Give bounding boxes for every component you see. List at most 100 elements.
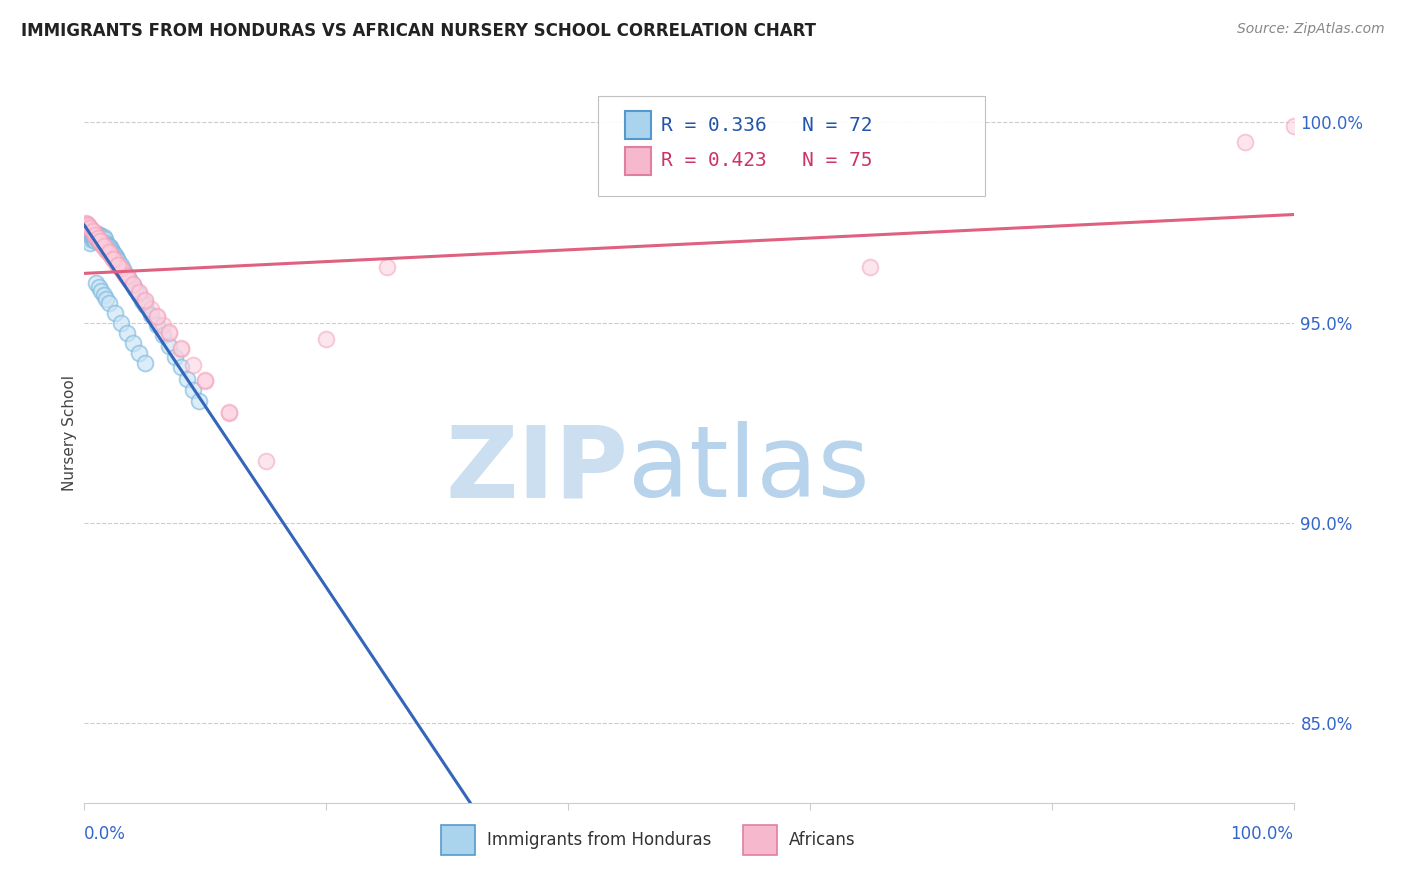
Point bbox=[121, 335, 143, 350]
Text: R = 0.423   N = 75: R = 0.423 N = 75 bbox=[661, 152, 873, 170]
Text: atlas: atlas bbox=[628, 421, 870, 518]
Point bbox=[98, 240, 121, 254]
Point bbox=[76, 217, 98, 231]
Point bbox=[89, 228, 111, 243]
Point bbox=[77, 218, 100, 232]
Point bbox=[97, 245, 120, 260]
Point bbox=[104, 305, 127, 319]
Point bbox=[100, 242, 122, 256]
Point bbox=[79, 235, 101, 250]
Point bbox=[117, 271, 139, 285]
Point bbox=[84, 234, 107, 248]
Point bbox=[128, 287, 150, 301]
Point bbox=[114, 266, 136, 280]
Point bbox=[103, 245, 125, 260]
Point bbox=[94, 232, 117, 246]
Point bbox=[104, 253, 127, 268]
Point bbox=[75, 216, 97, 230]
Point bbox=[83, 231, 105, 245]
Point bbox=[859, 260, 882, 274]
Point bbox=[315, 332, 337, 346]
Point bbox=[87, 233, 110, 247]
Point bbox=[94, 242, 117, 256]
Text: 0.0%: 0.0% bbox=[84, 825, 127, 843]
Point bbox=[110, 262, 132, 277]
Point bbox=[121, 277, 143, 292]
Point bbox=[94, 241, 117, 255]
Bar bbox=[744, 825, 778, 855]
Point bbox=[77, 229, 100, 244]
FancyBboxPatch shape bbox=[599, 95, 986, 195]
Point bbox=[80, 223, 103, 237]
Point bbox=[94, 235, 117, 250]
Point bbox=[76, 227, 98, 242]
Point bbox=[86, 230, 108, 244]
Point bbox=[82, 225, 104, 239]
Point bbox=[121, 277, 143, 292]
Point bbox=[104, 255, 127, 269]
Point bbox=[77, 220, 100, 235]
Point bbox=[86, 231, 108, 245]
Point bbox=[97, 295, 120, 310]
Point bbox=[94, 292, 117, 306]
Point bbox=[139, 301, 162, 316]
Point bbox=[218, 406, 240, 420]
Y-axis label: Nursery School: Nursery School bbox=[62, 375, 77, 491]
Point bbox=[176, 371, 198, 385]
Point bbox=[181, 358, 204, 372]
Point bbox=[87, 279, 110, 293]
Point bbox=[86, 231, 108, 245]
Point bbox=[124, 281, 146, 295]
Point bbox=[93, 229, 115, 244]
Point bbox=[87, 227, 110, 242]
Point bbox=[1282, 120, 1305, 134]
Point bbox=[86, 229, 108, 244]
Point bbox=[115, 269, 138, 284]
Point bbox=[194, 374, 217, 388]
Point bbox=[79, 223, 101, 237]
Point bbox=[79, 221, 101, 235]
Point bbox=[96, 237, 118, 252]
Point bbox=[77, 219, 100, 234]
Point bbox=[121, 277, 143, 292]
Point bbox=[114, 268, 136, 283]
Point bbox=[115, 326, 138, 340]
Bar bbox=[624, 147, 651, 175]
Point bbox=[139, 308, 162, 322]
Point bbox=[170, 342, 193, 356]
Point bbox=[110, 258, 132, 272]
Point bbox=[128, 285, 150, 300]
Text: 100.0%: 100.0% bbox=[1230, 825, 1294, 843]
Point bbox=[170, 341, 193, 355]
Point bbox=[96, 244, 118, 259]
Point bbox=[107, 259, 129, 273]
Point bbox=[79, 221, 101, 235]
Point bbox=[86, 276, 108, 290]
Point bbox=[117, 269, 139, 284]
Point bbox=[128, 345, 150, 359]
Point bbox=[134, 293, 156, 307]
Bar bbox=[624, 112, 651, 139]
Text: IMMIGRANTS FROM HONDURAS VS AFRICAN NURSERY SCHOOL CORRELATION CHART: IMMIGRANTS FROM HONDURAS VS AFRICAN NURS… bbox=[21, 22, 815, 40]
Point bbox=[103, 252, 125, 266]
Point bbox=[134, 297, 156, 311]
Point bbox=[120, 274, 142, 288]
Point bbox=[104, 247, 127, 261]
Point bbox=[97, 246, 120, 260]
Point bbox=[91, 231, 114, 245]
Point bbox=[128, 285, 150, 300]
Text: ZIP: ZIP bbox=[446, 421, 628, 518]
Point bbox=[76, 218, 98, 232]
Point bbox=[87, 235, 110, 249]
Text: Africans: Africans bbox=[789, 830, 856, 849]
Point bbox=[97, 238, 120, 252]
Point bbox=[181, 383, 204, 397]
Point bbox=[146, 310, 169, 324]
Point bbox=[157, 325, 180, 339]
Point bbox=[157, 326, 180, 340]
Point bbox=[152, 318, 174, 332]
Point bbox=[134, 293, 156, 308]
Point bbox=[93, 287, 115, 301]
Point bbox=[86, 231, 108, 245]
Point bbox=[89, 235, 111, 249]
